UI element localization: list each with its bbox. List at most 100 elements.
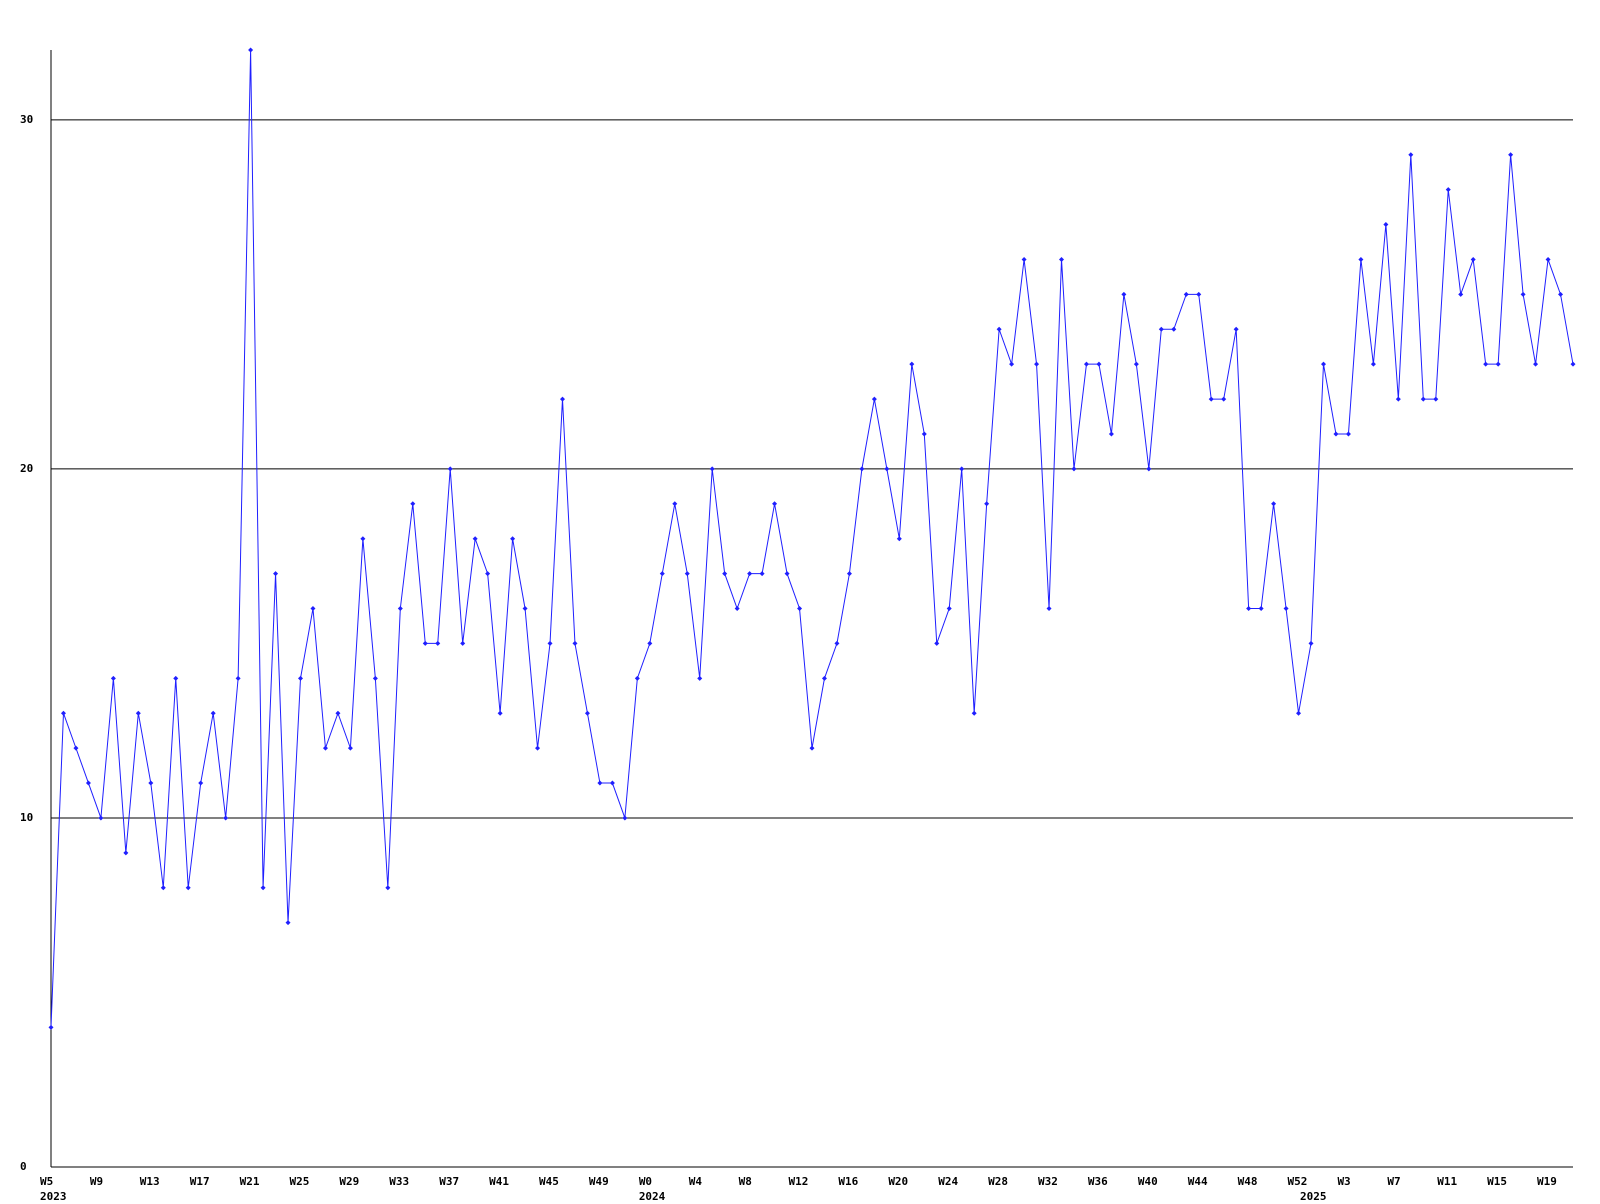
data-point: [1246, 606, 1252, 611]
data-point: [110, 675, 116, 681]
data-point: [1358, 256, 1364, 262]
data-point: [360, 536, 366, 542]
data-point: [1383, 222, 1389, 228]
data-point: [622, 815, 628, 821]
data-point: [1333, 431, 1339, 437]
data-point: [1395, 396, 1401, 402]
data-point: [996, 326, 1002, 332]
data-point: [1171, 326, 1177, 332]
x-tick-label: W40: [1138, 1175, 1158, 1188]
data-point: [472, 536, 478, 542]
data-point: [921, 431, 927, 437]
data-point: [1183, 291, 1189, 297]
data-point: [597, 780, 603, 786]
data-point: [809, 745, 815, 751]
data-point: [1296, 710, 1302, 716]
x-tick-label: W52: [1288, 1175, 1308, 1188]
x-tick-label: W45: [539, 1175, 559, 1188]
data-point: [1308, 640, 1314, 646]
data-point: [1283, 606, 1289, 611]
data-point: [510, 536, 516, 542]
data-point: [485, 571, 491, 577]
data-point: [422, 640, 428, 646]
data-point: [759, 571, 765, 577]
data-point: [859, 466, 865, 472]
x-tick-label: W12: [789, 1175, 809, 1188]
data-point: [634, 675, 640, 681]
x-tick-label: W29: [339, 1175, 359, 1188]
data-point: [572, 640, 578, 646]
x-tick-label: W20: [888, 1175, 908, 1188]
data-point: [1221, 396, 1227, 402]
data-point: [223, 815, 229, 821]
x-tick-label: W5: [40, 1175, 53, 1188]
x-tick-label: W7: [1387, 1175, 1400, 1188]
x-tick-label: W49: [589, 1175, 609, 1188]
data-point: [298, 675, 304, 681]
data-point: [135, 710, 141, 716]
x-tick-label: W4: [689, 1175, 703, 1188]
x-tick-label: W15: [1487, 1175, 1507, 1188]
data-point: [273, 571, 279, 577]
data-point: [335, 710, 341, 716]
data-point: [934, 640, 940, 646]
data-point: [1196, 291, 1202, 297]
data-point: [285, 920, 291, 926]
data-point: [173, 675, 179, 681]
data-point: [896, 536, 902, 542]
data-point: [1433, 396, 1439, 402]
data-point: [260, 885, 266, 891]
data-point: [946, 606, 952, 611]
x-tick-label: W32: [1038, 1175, 1058, 1188]
data-point: [846, 571, 852, 577]
data-point: [1533, 361, 1539, 367]
data-point: [1108, 431, 1114, 437]
data-point: [447, 466, 453, 472]
data-point: [1445, 187, 1451, 193]
data-point: [1046, 606, 1052, 611]
data-point: [85, 780, 91, 786]
data-point: [609, 780, 615, 786]
data-point: [1059, 256, 1065, 262]
data-point: [1320, 361, 1326, 367]
data-point: [1071, 466, 1077, 472]
data-point: [772, 501, 778, 507]
data-point: [198, 780, 204, 786]
data-point: [1370, 361, 1376, 367]
x-tick-label: W0: [639, 1175, 652, 1188]
data-point: [647, 640, 653, 646]
data-point: [734, 606, 740, 611]
data-point: [1570, 361, 1576, 367]
x-tick-label: W48: [1238, 1175, 1258, 1188]
data-point: [73, 745, 79, 751]
data-point: [959, 466, 965, 472]
data-point: [1558, 291, 1564, 297]
data-point: [1420, 396, 1426, 402]
x-tick-label: W17: [190, 1175, 210, 1188]
x-tick-label: W25: [290, 1175, 310, 1188]
x-tick-label: W16: [838, 1175, 858, 1188]
data-point: [1458, 291, 1464, 297]
data-point: [385, 885, 391, 891]
data-point: [497, 710, 503, 716]
data-point: [98, 815, 104, 821]
year-label: 2023: [40, 1190, 67, 1200]
x-tick-label: W19: [1537, 1175, 1557, 1188]
data-point: [1233, 326, 1239, 332]
data-point: [834, 640, 840, 646]
data-point: [722, 571, 728, 577]
data-point: [1271, 501, 1277, 507]
data-point: [1508, 152, 1514, 158]
data-point: [797, 606, 803, 611]
x-tick-label: W11: [1437, 1175, 1457, 1188]
data-point: [1133, 361, 1139, 367]
data-point: [310, 606, 316, 611]
data-point: [1545, 256, 1551, 262]
x-tick-label: W9: [90, 1175, 103, 1188]
data-point: [185, 885, 191, 891]
data-point: [659, 571, 665, 577]
data-point: [1520, 291, 1526, 297]
y-tick-label: 0: [20, 1160, 27, 1173]
data-point: [410, 501, 416, 507]
